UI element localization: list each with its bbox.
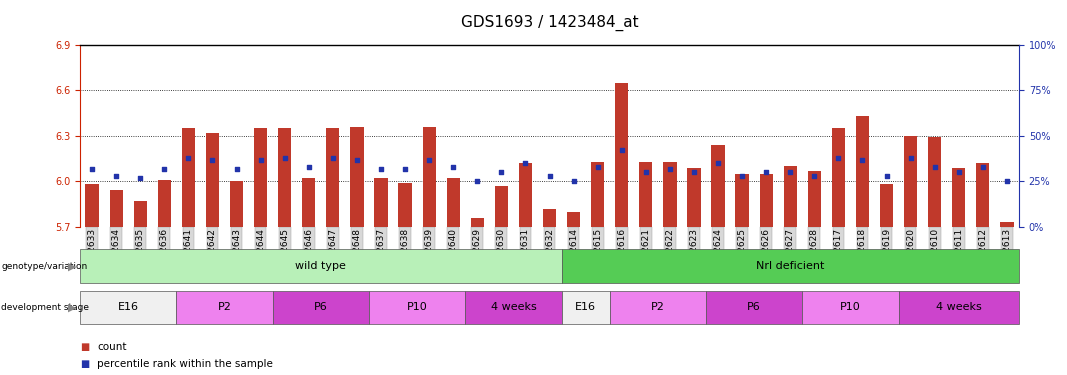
Bar: [567, 212, 580, 227]
Text: 4 weeks: 4 weeks: [491, 303, 537, 312]
Bar: [1001, 222, 1014, 227]
Point: [806, 173, 823, 179]
Text: ▶: ▶: [68, 261, 77, 271]
Bar: [398, 183, 412, 227]
Text: Nrl deficient: Nrl deficient: [757, 261, 825, 271]
Bar: [856, 116, 870, 227]
Point: [108, 173, 125, 179]
Bar: [904, 136, 918, 227]
Bar: [880, 184, 893, 227]
Point: [131, 175, 148, 181]
Text: P10: P10: [840, 303, 861, 312]
Bar: [229, 182, 243, 227]
Text: P2: P2: [218, 303, 232, 312]
Bar: [519, 163, 532, 227]
Bar: [808, 171, 821, 227]
Bar: [181, 128, 195, 227]
Bar: [832, 128, 845, 227]
Point: [782, 170, 799, 176]
Bar: [375, 178, 387, 227]
Bar: [158, 180, 171, 227]
Text: development stage: development stage: [1, 303, 89, 312]
Point: [566, 178, 583, 184]
Bar: [543, 209, 556, 227]
Bar: [133, 201, 147, 227]
Point: [397, 166, 414, 172]
Text: genotype/variation: genotype/variation: [1, 262, 87, 271]
Point: [348, 157, 365, 163]
Bar: [302, 178, 316, 227]
Point: [324, 155, 341, 161]
Text: E16: E16: [117, 303, 139, 312]
Text: P2: P2: [651, 303, 665, 312]
Text: ■: ■: [80, 359, 90, 369]
Point: [493, 170, 510, 176]
Point: [710, 160, 727, 166]
Bar: [110, 190, 123, 227]
Bar: [206, 133, 219, 227]
Bar: [639, 162, 652, 227]
Point: [541, 173, 558, 179]
Point: [685, 170, 702, 176]
Point: [156, 166, 173, 172]
Bar: [976, 163, 989, 227]
Point: [854, 157, 871, 163]
Point: [902, 155, 919, 161]
Point: [420, 157, 437, 163]
Bar: [423, 127, 435, 227]
Point: [204, 157, 221, 163]
Bar: [591, 162, 604, 227]
Point: [758, 170, 775, 176]
Point: [180, 155, 197, 161]
Bar: [928, 138, 941, 227]
Text: P6: P6: [747, 303, 761, 312]
Bar: [615, 83, 628, 227]
Point: [878, 173, 895, 179]
Bar: [760, 174, 773, 227]
Point: [662, 166, 679, 172]
Text: P6: P6: [314, 303, 328, 312]
Text: ■: ■: [80, 342, 90, 352]
Point: [589, 164, 606, 170]
Point: [951, 170, 968, 176]
Bar: [735, 174, 749, 227]
Text: GDS1693 / 1423484_at: GDS1693 / 1423484_at: [461, 15, 638, 31]
Text: wild type: wild type: [296, 261, 346, 271]
Bar: [712, 145, 724, 227]
Bar: [495, 186, 508, 227]
Bar: [783, 166, 797, 227]
Bar: [447, 178, 460, 227]
Point: [614, 147, 631, 153]
Point: [637, 170, 654, 176]
Text: ▶: ▶: [68, 303, 77, 312]
Text: E16: E16: [575, 303, 596, 312]
Point: [445, 164, 462, 170]
Point: [516, 160, 534, 166]
Bar: [952, 168, 966, 227]
Bar: [278, 128, 291, 227]
Point: [999, 178, 1016, 184]
Text: P10: P10: [407, 303, 428, 312]
Text: count: count: [97, 342, 127, 352]
Point: [830, 155, 847, 161]
Point: [252, 157, 269, 163]
Point: [83, 166, 100, 172]
Point: [276, 155, 293, 161]
Point: [372, 166, 389, 172]
Point: [926, 164, 943, 170]
Bar: [327, 128, 339, 227]
Point: [228, 166, 245, 172]
Point: [974, 164, 991, 170]
Bar: [471, 218, 484, 227]
Bar: [85, 184, 98, 227]
Bar: [350, 127, 364, 227]
Point: [300, 164, 317, 170]
Bar: [254, 128, 267, 227]
Point: [734, 173, 751, 179]
Text: percentile rank within the sample: percentile rank within the sample: [97, 359, 273, 369]
Bar: [664, 162, 676, 227]
Text: 4 weeks: 4 weeks: [936, 303, 982, 312]
Bar: [687, 168, 701, 227]
Point: [468, 178, 485, 184]
